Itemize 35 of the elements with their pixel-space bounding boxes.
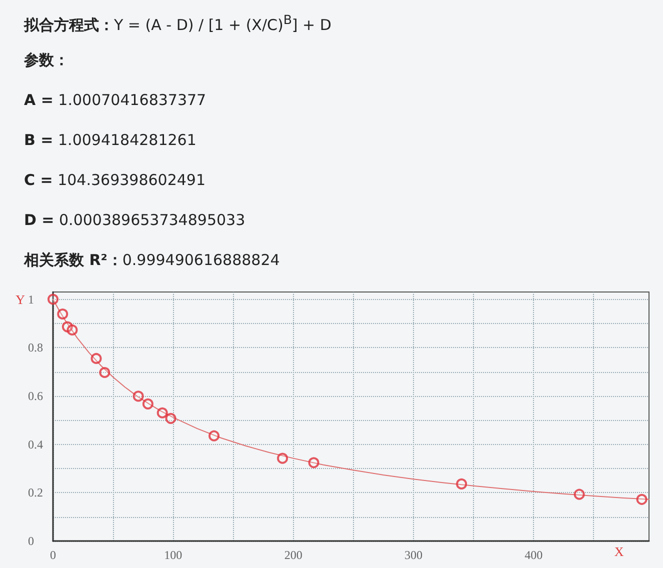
- point: [308, 457, 320, 468]
- point: [277, 452, 288, 464]
- point: [208, 430, 220, 442]
- point: [165, 412, 176, 424]
- text: 拟合方程式：Y = (A - D) / [1 + (X/C)$^{B}$] + D: [24, 12, 332, 34]
- point: [57, 308, 68, 320]
- point: [142, 398, 154, 410]
- x-axis-title: X: [614, 544, 624, 559]
- point: [66, 324, 78, 336]
- x-tick-label: 400: [524, 548, 543, 562]
- y-tick-label: 1: [28, 292, 34, 306]
- point: [574, 488, 585, 500]
- point: [156, 407, 168, 418]
- x-tick-label: 100: [164, 548, 182, 562]
- point: [48, 294, 58, 305]
- text: 相关系数 R²：0.999490616888824: [24, 251, 280, 269]
- point: [90, 352, 102, 364]
- y-tick-label: 0.4: [28, 437, 43, 452]
- text: C = 104.369398602491: [24, 171, 206, 189]
- text: D = 0.000389653734895033: [24, 211, 246, 229]
- point: [456, 478, 468, 490]
- point: [132, 390, 144, 402]
- x-tick-label: 300: [404, 548, 422, 562]
- text: A = 1.00070416837377: [24, 91, 206, 109]
- y-tick-label: 0: [28, 534, 34, 548]
- y-axis-title: Y: [16, 292, 26, 307]
- text: 参数：: [24, 51, 69, 69]
- x-tick-label: 200: [284, 548, 302, 562]
- point: [99, 367, 110, 378]
- y-tick-label: 0.8: [28, 340, 43, 355]
- text: B = 1.0094184281261: [24, 131, 196, 149]
- y-tick-label: 0.2: [28, 486, 43, 500]
- point: [636, 494, 648, 505]
- x-tick-label: 0: [50, 548, 56, 562]
- y-tick-label: 0.6: [28, 388, 43, 403]
